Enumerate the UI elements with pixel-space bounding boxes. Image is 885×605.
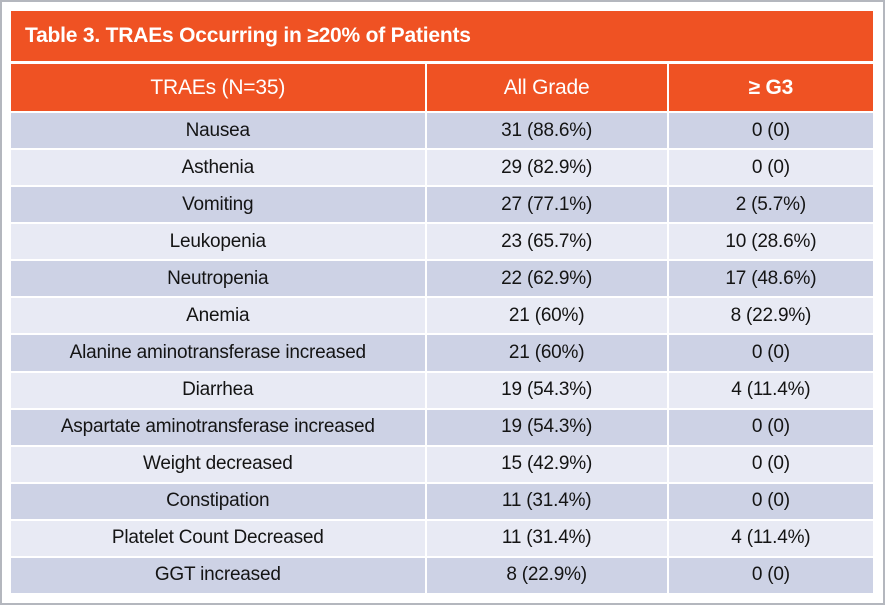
all-grade-cell: 31 (88.6%)	[424, 113, 667, 149]
g3-cell: 0 (0)	[666, 335, 873, 371]
trae-name-cell: Aspartate aminotransferase increased	[11, 409, 425, 445]
trae-name-cell: Diarrhea	[11, 372, 425, 408]
trae-name-cell: Anemia	[11, 298, 425, 334]
g3-cell: 0 (0)	[666, 557, 873, 594]
table-row: Platelet Count Decreased 11 (31.4%) 4 (1…	[11, 518, 873, 556]
table-header-row: TRAEs (N=35) All Grade ≥ G3	[11, 64, 873, 111]
all-grade-cell: 21 (60%)	[424, 335, 667, 371]
column-header-all-grade: All Grade	[424, 64, 667, 111]
trae-name-cell: Alanine aminotransferase increased	[11, 335, 425, 371]
g3-cell: 2 (5.7%)	[666, 187, 873, 223]
all-grade-cell: 8 (22.9%)	[424, 557, 667, 594]
trae-name-cell: Platelet Count Decreased	[11, 520, 425, 556]
g3-cell: 0 (0)	[666, 446, 873, 482]
column-header-traes: TRAEs (N=35)	[11, 64, 425, 111]
g3-cell: 4 (11.4%)	[666, 372, 873, 408]
all-grade-cell: 27 (77.1%)	[424, 187, 667, 223]
all-grade-cell: 15 (42.9%)	[424, 446, 667, 482]
traes-table: Table 3. TRAEs Occurring in ≥20% of Pati…	[11, 11, 873, 594]
g3-cell: 10 (28.6%)	[666, 224, 873, 260]
table-row: Anemia 21 (60%) 8 (22.9%)	[11, 296, 873, 334]
table-row: Constipation 11 (31.4%) 0 (0)	[11, 481, 873, 519]
g3-cell: 0 (0)	[666, 150, 873, 186]
table-row: Asthenia 29 (82.9%) 0 (0)	[11, 148, 873, 186]
table-row: Weight decreased 15 (42.9%) 0 (0)	[11, 444, 873, 482]
all-grade-cell: 11 (31.4%)	[424, 483, 667, 519]
g3-cell: 8 (22.9%)	[666, 298, 873, 334]
g3-cell: 0 (0)	[666, 409, 873, 445]
column-header-g3: ≥ G3	[666, 64, 873, 111]
table-row: Vomiting 27 (77.1%) 2 (5.7%)	[11, 185, 873, 223]
all-grade-cell: 22 (62.9%)	[424, 261, 667, 297]
trae-name-cell: GGT increased	[11, 557, 425, 594]
table-title: Table 3. TRAEs Occurring in ≥20% of Pati…	[25, 24, 471, 47]
trae-name-cell: Nausea	[11, 113, 425, 149]
table-row: Aspartate aminotransferase increased 19 …	[11, 407, 873, 445]
all-grade-cell: 29 (82.9%)	[424, 150, 667, 186]
table-row: Nausea 31 (88.6%) 0 (0)	[11, 111, 873, 149]
table-row: Alanine aminotransferase increased 21 (6…	[11, 333, 873, 371]
g3-cell: 0 (0)	[666, 113, 873, 149]
table-row: Leukopenia 23 (65.7%) 10 (28.6%)	[11, 222, 873, 260]
table-row: Neutropenia 22 (62.9%) 17 (48.6%)	[11, 259, 873, 297]
all-grade-cell: 19 (54.3%)	[424, 372, 667, 408]
trae-name-cell: Asthenia	[11, 150, 425, 186]
trae-name-cell: Leukopenia	[11, 224, 425, 260]
table-row: Diarrhea 19 (54.3%) 4 (11.4%)	[11, 370, 873, 408]
all-grade-cell: 23 (65.7%)	[424, 224, 667, 260]
all-grade-cell: 21 (60%)	[424, 298, 667, 334]
table-body: Nausea 31 (88.6%) 0 (0) Asthenia 29 (82.…	[11, 111, 873, 594]
trae-name-cell: Neutropenia	[11, 261, 425, 297]
trae-name-cell: Constipation	[11, 483, 425, 519]
table-title-bar: Table 3. TRAEs Occurring in ≥20% of Pati…	[11, 11, 873, 61]
g3-cell: 4 (11.4%)	[666, 520, 873, 556]
all-grade-cell: 19 (54.3%)	[424, 409, 667, 445]
all-grade-cell: 11 (31.4%)	[424, 520, 667, 556]
g3-cell: 17 (48.6%)	[666, 261, 873, 297]
g3-cell: 0 (0)	[666, 483, 873, 519]
trae-name-cell: Weight decreased	[11, 446, 425, 482]
trae-name-cell: Vomiting	[11, 187, 425, 223]
table-row: GGT increased 8 (22.9%) 0 (0)	[11, 555, 873, 594]
